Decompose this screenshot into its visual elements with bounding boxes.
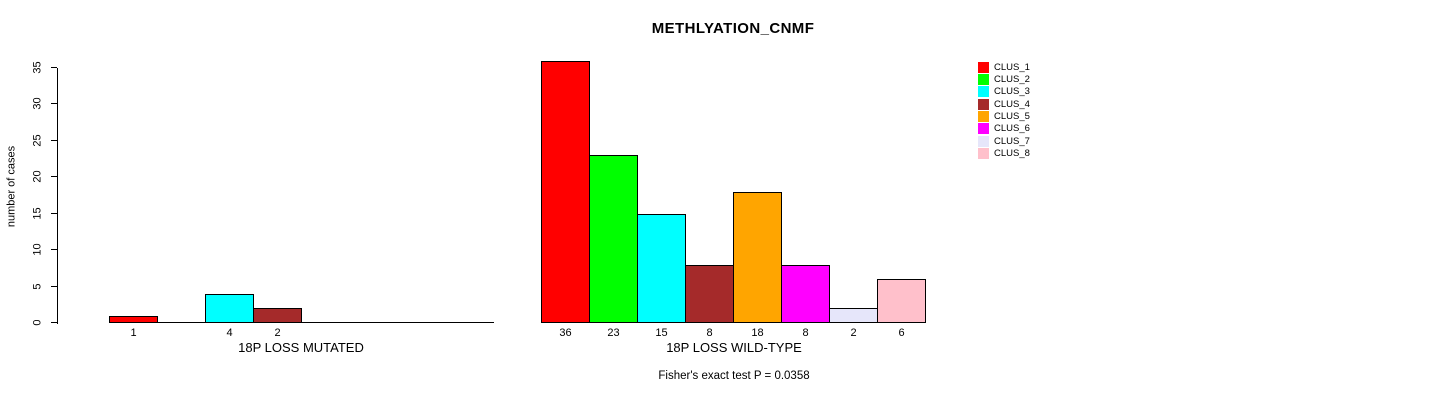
y-tick-label: 10	[31, 243, 44, 256]
bar-value-label: 2	[274, 327, 281, 339]
legend-item-label: CLUS_4	[994, 98, 1030, 110]
y-tick-label: 0	[31, 319, 44, 326]
y-tick	[51, 249, 57, 250]
fisher-test-annotation: Fisher's exact test P = 0.0358	[658, 370, 810, 382]
legend-item-clus_3: CLUS_3	[978, 86, 1030, 98]
legend-item-clus_6: CLUS_6	[978, 123, 1030, 135]
y-tick-label: 15	[31, 207, 44, 220]
bar-value-label: 18	[751, 327, 764, 339]
legend-item-label: CLUS_2	[994, 74, 1030, 86]
y-axis-line	[57, 68, 58, 324]
zero-bar-mutated-clus-8	[445, 322, 494, 323]
bar-value-label: 8	[706, 327, 713, 339]
legend-swatch-icon	[978, 86, 989, 98]
legend-swatch-icon	[978, 98, 989, 110]
bar-value-label: 4	[226, 327, 233, 339]
zero-bar-mutated-clus-6	[349, 322, 398, 323]
bar-wild-type-clus-1	[541, 61, 590, 323]
bar-wild-type-clus-6	[781, 265, 830, 323]
legend-swatch-icon	[978, 123, 989, 135]
legend-swatch-icon	[978, 61, 989, 73]
legend-item-clus_8: CLUS_8	[978, 147, 1030, 160]
legend-item-clus_1: CLUS_1	[978, 61, 1030, 73]
bar-value-label: 1	[130, 327, 137, 339]
bar-mutated-clus-4	[253, 308, 302, 323]
legend-item-clus_2: CLUS_2	[978, 73, 1030, 86]
legend-item-label: CLUS_5	[994, 111, 1030, 123]
legend-swatch-icon	[978, 135, 989, 147]
zero-bar-mutated-clus-2	[157, 322, 206, 323]
y-tick-label: 25	[31, 134, 44, 147]
y-tick	[51, 213, 57, 214]
legend-item-clus_5: CLUS_5	[978, 110, 1030, 123]
legend-swatch-icon	[978, 148, 989, 160]
legend-swatch-icon	[978, 111, 989, 123]
bar-value-label: 36	[559, 327, 572, 339]
bar-wild-type-clus-3	[637, 214, 686, 323]
zero-bar-mutated-clus-7	[397, 322, 446, 323]
y-tick-label: 20	[31, 170, 44, 183]
y-axis-label: number of cases	[5, 145, 18, 228]
x-axis-label-mutated: 18P LOSS MUTATED	[238, 340, 364, 355]
y-tick	[51, 176, 57, 177]
bar-value-label: 6	[898, 327, 905, 339]
y-tick	[51, 67, 57, 68]
legend-swatch-icon	[978, 74, 989, 86]
legend: CLUS_1 CLUS_2 CLUS_3 CLUS_4 CLUS_5 CLUS_6 CLUS…	[978, 61, 1030, 160]
legend-item-label: CLUS_8	[994, 148, 1030, 160]
legend-item-clus_4: CLUS_4	[978, 98, 1030, 110]
bar-wild-type-clus-5	[733, 192, 782, 323]
x-axis-label-wild-type: 18P LOSS WILD-TYPE	[666, 340, 802, 355]
chart-title: METHLYATION_CNMF	[651, 20, 815, 37]
y-tick	[51, 286, 57, 287]
y-tick	[51, 103, 57, 104]
bar-value-label: 8	[802, 327, 809, 339]
y-tick-label: 35	[31, 61, 44, 74]
bar-value-label: 2	[850, 327, 857, 339]
zero-bar-mutated-clus-5	[301, 322, 350, 323]
bar-wild-type-clus-7	[829, 308, 878, 323]
y-tick-label: 5	[31, 283, 44, 290]
y-tick	[51, 322, 57, 323]
legend-item-clus_7: CLUS_7	[978, 135, 1030, 147]
bar-mutated-clus-1	[109, 316, 158, 323]
bar-wild-type-clus-4	[685, 265, 734, 323]
bar-mutated-clus-3	[205, 294, 254, 323]
y-tick-label: 30	[31, 97, 44, 110]
bar-wild-type-clus-8	[877, 279, 926, 323]
legend-item-label: CLUS_1	[994, 61, 1030, 73]
legend-item-label: CLUS_6	[994, 123, 1030, 135]
y-tick	[51, 140, 57, 141]
bar-wild-type-clus-2	[589, 155, 638, 323]
bar-value-label: 15	[655, 327, 668, 339]
bar-value-label: 23	[607, 327, 620, 339]
legend-item-label: CLUS_7	[994, 135, 1030, 147]
legend-item-label: CLUS_3	[994, 86, 1030, 98]
